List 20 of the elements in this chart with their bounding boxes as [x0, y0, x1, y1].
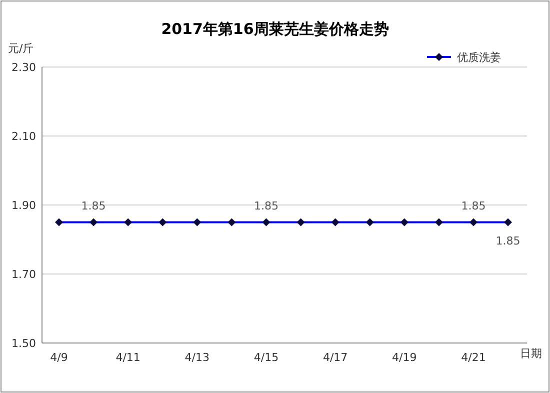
y-tick-label: 2.10 — [12, 130, 36, 143]
x-tick-label: 4/13 — [184, 351, 210, 364]
x-tick-label: 4/21 — [461, 351, 486, 364]
x-axis-title: 日期 — [520, 347, 542, 360]
x-tick-label: 4/11 — [116, 351, 140, 364]
chart-title: 2017年第16周莱芜生姜价格走势 — [161, 20, 389, 38]
data-label: 1.85 — [496, 234, 520, 248]
y-tick-label: 2.30 — [12, 61, 36, 74]
y-axis-title: 元/斤 — [8, 42, 34, 55]
x-tick-label: 4/19 — [392, 351, 417, 364]
y-tick-label: 1.50 — [12, 337, 36, 350]
legend-label: 优质洗姜 — [457, 51, 501, 64]
y-tick-label: 1.90 — [12, 199, 36, 212]
y-tick-label: 1.70 — [12, 268, 36, 281]
x-tick-label: 4/17 — [322, 351, 348, 364]
data-label: 1.85 — [461, 199, 486, 212]
x-tick-label: 4/15 — [254, 351, 279, 364]
x-tick-label: 4/9 — [50, 351, 68, 364]
data-label: 1.85 — [254, 199, 278, 212]
data-label: 1.85 — [81, 199, 106, 212]
